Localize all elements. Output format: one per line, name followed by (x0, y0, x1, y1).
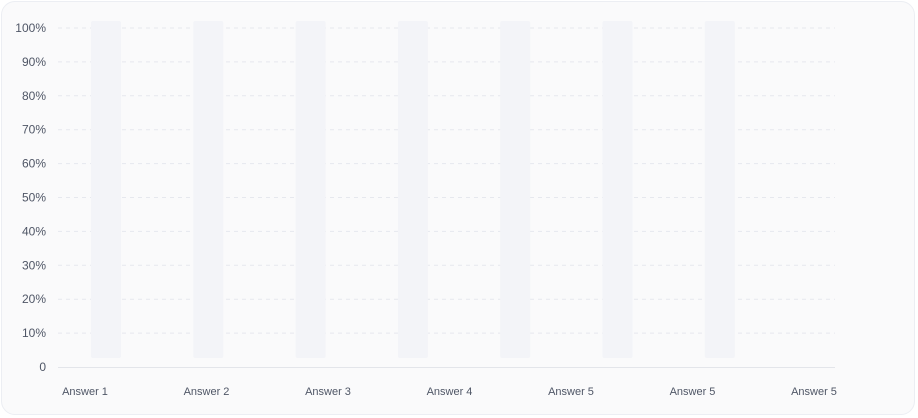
bar-track (91, 21, 121, 358)
bar-track (397, 21, 428, 358)
x-tick-label: Answer 5 (791, 386, 837, 398)
grid-lines (58, 27, 835, 334)
y-tick-label: 0 (39, 360, 46, 374)
x-tick-label: Answer 5 (670, 386, 716, 398)
x-tick-label: Answer 3 (305, 386, 351, 398)
y-tick-label: 40% (22, 224, 46, 238)
y-tick-label: 100% (15, 21, 46, 35)
y-tick-label: 30% (22, 258, 46, 272)
x-tick-label: Answer 2 (184, 386, 230, 398)
bar-track (704, 21, 735, 358)
bar-track (602, 21, 633, 358)
y-tick-label: 10% (22, 326, 46, 340)
y-tick-label: 60% (22, 157, 46, 171)
y-tick-label: 80% (22, 89, 46, 103)
y-tick-label: 70% (22, 123, 46, 137)
bar-tracks (91, 21, 735, 358)
y-axis-ticks: 0 10% 20% 30% 40% 50% 60% 70% 80% 90% 100% (15, 21, 46, 374)
y-tick-label: 90% (22, 55, 46, 69)
x-tick-label: Answer 5 (548, 386, 594, 398)
x-tick-label: Answer 1 (62, 386, 108, 398)
bar-track (295, 21, 326, 358)
y-tick-label: 50% (22, 191, 46, 205)
y-tick-label: 20% (22, 292, 46, 306)
x-tick-label: Answer 4 (427, 386, 473, 398)
bar-track (500, 21, 531, 358)
bar-track (193, 21, 224, 358)
x-axis-ticks: Answer 1 Answer 2 Answer 3 Answer 4 Answer 5… (62, 386, 837, 398)
